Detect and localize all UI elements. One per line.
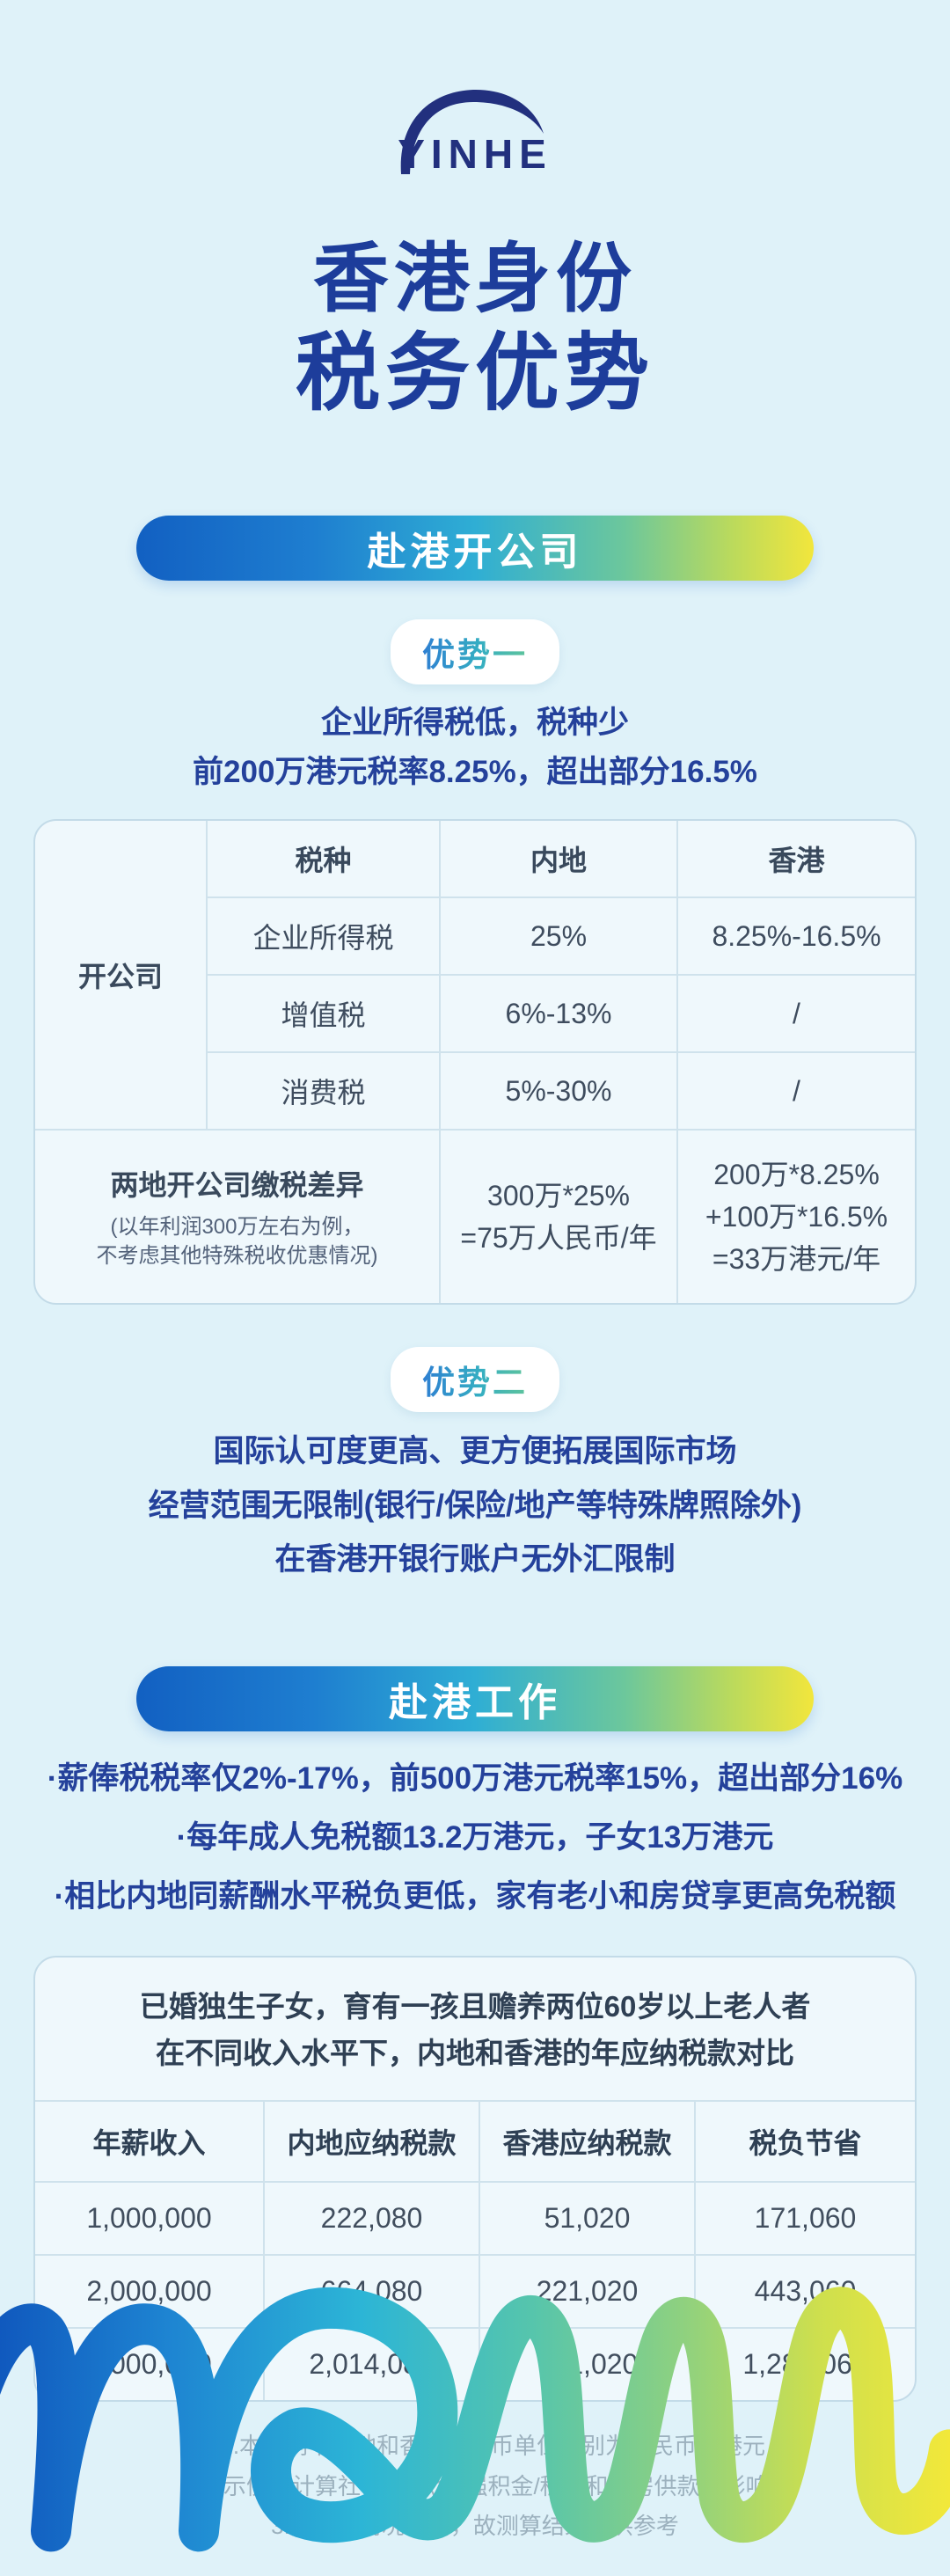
table-caption-line: 已婚独生子女，育有一孩且赡养两位60岁以上老人者	[139, 1990, 811, 2023]
company-advantage2-text: 国际认可度更高、更方便拓展国际市场 经营范围无限制(银行/保险/地产等特殊牌照除…	[0, 1424, 950, 1587]
lead-line: 在香港开银行账户无外汇限制	[274, 1542, 676, 1577]
section-pill-company: 赴港开公司	[136, 515, 814, 581]
table-cell: 消费税	[207, 1051, 441, 1131]
work-bullet: ·薪俸税税率仅2%-17%，前500万港元税率15%，超出部分16%	[47, 1760, 903, 1796]
advantage-badge-1-label: 优势一	[422, 636, 528, 673]
table-cell: 增值税	[207, 974, 441, 1054]
page-title: 香港身份 税务优势	[0, 235, 950, 424]
company-tax-table: 开公司 税种 内地 香港 企业所得税 25% 8.25%-16.5% 增值税 6…	[33, 819, 917, 1306]
table-row: 企业所得税 25% 8.25%-16.5%	[35, 896, 915, 977]
lead-line: 企业所得税低，税种少	[320, 705, 629, 740]
table-header-cell: 香港应纳税款	[479, 2102, 696, 2184]
table-row: 消费税 5%-30% /	[35, 1051, 915, 1131]
table-cell: 6%-13%	[439, 974, 678, 1054]
table-summary-label-cell: 两地开公司缴税差异 (以年利润300万左右为例， 不考虑其他特殊税收优惠情况)	[35, 1129, 441, 1304]
logo-arc-icon	[400, 89, 544, 174]
table-caption-line: 在不同收入水平下，内地和香港的年应纳税款对比	[156, 2037, 794, 2070]
section-pill-work: 赴港工作	[136, 1665, 814, 1731]
table-cell: 企业所得税	[207, 896, 441, 977]
advantage-badge-1: 优势一	[391, 618, 559, 684]
table-cell: 25%	[439, 896, 678, 977]
table-cell: 1,000,000	[35, 2181, 265, 2257]
table-header-cell: 香港	[676, 821, 915, 899]
table-row: 增值税 6%-13% /	[35, 974, 915, 1054]
table-cell: 5%-30%	[439, 1051, 678, 1131]
table-summary-row: 两地开公司缴税差异 (以年利润300万左右为例， 不考虑其他特殊税收优惠情况) …	[35, 1129, 915, 1304]
table-cell: 51,020	[479, 2181, 696, 2257]
advantage-badge-2: 优势二	[391, 1347, 559, 1413]
table-header-cell: 税种	[206, 821, 441, 899]
table-summary-mainland: 300万*25% =75万人民币/年	[439, 1129, 678, 1304]
table-cell: /	[676, 974, 915, 1054]
advantage-badge-2-label: 优势二	[422, 1365, 528, 1401]
new-script-decoration	[0, 2287, 950, 2552]
table-header-row: 年薪收入 内地应纳税款 香港应纳税款 税负节省	[35, 2102, 915, 2184]
lead-line: 国际认可度更高、更方便拓展国际市场	[213, 1434, 737, 1469]
table-header-cell: 税负节省	[694, 2102, 915, 2184]
lead-line: 经营范围无限制(银行/保险/地产等特殊牌照除外)	[148, 1488, 802, 1523]
lead-line: 前200万港元税率8.25%，超出部分16.5%	[193, 755, 757, 790]
table-header-cell: 内地应纳税款	[263, 2102, 480, 2184]
work-bullet: ·每年成人免税额13.2万港元，子女13万港元	[176, 1820, 774, 1855]
salary-table-caption: 已婚独生子女，育有一孩且赡养两位60岁以上老人者 在不同收入水平下，内地和香港的…	[35, 1958, 915, 2103]
work-bullet: ·相比内地同薪酬水平税负更低，家有老小和房贷享更高免税额	[54, 1879, 896, 1914]
company-advantage1-text: 企业所得税低，税种少 前200万港元税率8.25%，超出部分16.5%	[0, 699, 950, 798]
table-header-cell: 内地	[439, 821, 678, 899]
table-cell: /	[676, 1051, 915, 1131]
table-summary-label: 两地开公司缴税差异	[110, 1168, 364, 1201]
table-cell: 171,060	[694, 2181, 915, 2257]
brand-logo: YINHE	[0, 0, 950, 189]
table-row: 1,000,000 222,080 51,020 171,060	[35, 2181, 915, 2257]
page-title-line2: 税务优势	[296, 326, 654, 421]
table-cell: 222,080	[263, 2181, 480, 2257]
brand-name: YINHE	[398, 131, 552, 177]
page-title-line1: 香港身份	[313, 237, 637, 321]
table-cell: 8.25%-16.5%	[676, 896, 915, 977]
table-summary-note: (以年利润300万左右为例， 不考虑其他特殊税收优惠情况)	[96, 1214, 378, 1269]
work-bullets: ·薪俸税税率仅2%-17%，前500万港元税率15%，超出部分16% ·每年成人…	[0, 1749, 950, 1927]
table-header-cell: 年薪收入	[35, 2102, 265, 2184]
table-cell-row-label: 开公司	[35, 821, 208, 1131]
table-summary-hongkong: 200万*8.25% +100万*16.5% =33万港元/年	[676, 1129, 915, 1304]
